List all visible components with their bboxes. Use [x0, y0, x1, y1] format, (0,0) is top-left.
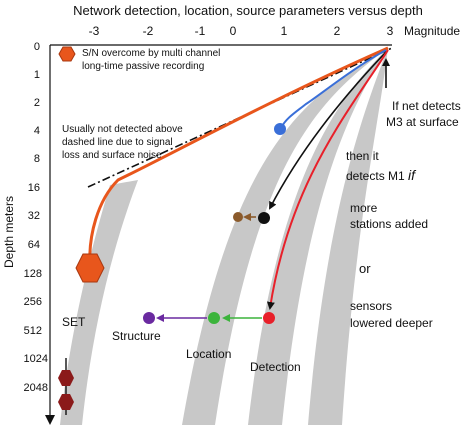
green-point — [208, 312, 220, 324]
detection-band — [308, 48, 388, 425]
orange-hexagon-marker — [75, 253, 105, 283]
x-tick-label: 1 — [281, 24, 288, 38]
blue-point — [274, 123, 286, 135]
y-tick-label: 512 — [24, 325, 42, 337]
brown-point — [233, 212, 243, 222]
note-not-detected-2: dashed line due to signal — [62, 137, 173, 148]
detection-label: Detection — [250, 360, 301, 374]
x-tick-label: 3 — [387, 24, 394, 38]
purple-point — [143, 312, 155, 324]
y-tick-label: 2048 — [24, 382, 48, 394]
y-axis-label: Depth meters — [2, 196, 16, 268]
x-tick-label: -2 — [143, 24, 154, 38]
blue-curve — [280, 49, 387, 129]
orange-detection-curve — [88, 46, 389, 269]
note-then-if: if — [408, 167, 417, 183]
legend-line-2: long-time passive recording — [82, 61, 204, 72]
y-tick-label: 128 — [24, 268, 42, 280]
y-tick-label: 64 — [28, 239, 40, 251]
note-or: or — [359, 261, 371, 276]
black-point — [258, 212, 270, 224]
note-sensors-1: sensors — [350, 299, 392, 313]
x-tick-labels: -3 -2 -1 0 1 2 3 — [89, 24, 394, 38]
structure-band — [182, 48, 388, 425]
y-tick-label: 16 — [28, 182, 40, 194]
location-band — [248, 48, 388, 425]
note-more-1: more — [350, 201, 378, 215]
x-tick-label: -1 — [195, 24, 206, 38]
note-if-net-1: If net detects — [392, 99, 461, 113]
bands — [60, 48, 388, 425]
y-tick-label: 4 — [34, 125, 40, 137]
structure-label: Structure — [112, 329, 161, 343]
note-if-net-2: M3 at surface — [386, 115, 459, 129]
y-axis-arrow — [45, 415, 55, 425]
y-tick-label: 1024 — [24, 353, 48, 365]
note-then-2-text: detects M1 — [346, 169, 408, 183]
note-not-detected-3: loss and surface noise — [62, 150, 162, 161]
x-axis-label: Magnitude — [404, 24, 460, 38]
y-tick-label: 1 — [34, 69, 40, 81]
y-tick-labels: 0 1 2 4 8 16 32 64 128 256 512 1024 2048 — [24, 41, 48, 394]
y-tick-label: 8 — [34, 153, 40, 165]
set-label: SET — [62, 315, 86, 329]
note-not-detected-1: Usually not detected above — [62, 124, 183, 135]
y-tick-label: 0 — [34, 41, 40, 53]
note-then-2: detects M1 if — [346, 167, 417, 183]
x-tick-label: -3 — [89, 24, 100, 38]
black-curve — [269, 51, 387, 210]
y-tick-label: 32 — [28, 210, 40, 222]
x-tick-label: 2 — [334, 24, 341, 38]
red-point — [263, 312, 275, 324]
legend-hexagon-icon — [58, 46, 76, 62]
location-label: Location — [186, 347, 231, 361]
note-sensors-2: lowered deeper — [350, 316, 433, 330]
legend-line-1: S/N overcome by multi channel — [82, 48, 220, 59]
set-band — [60, 180, 138, 425]
y-tick-label: 2 — [34, 97, 40, 109]
note-more-2: stations added — [350, 217, 428, 231]
x-tick-label: 0 — [230, 24, 237, 38]
red-curve — [266, 49, 389, 310]
set-marker-upper — [58, 370, 74, 386]
set-marker-lower — [58, 394, 74, 410]
note-then-1: then it — [346, 149, 379, 163]
diagram-title: Network detection, location, source para… — [73, 3, 423, 18]
y-tick-label: 256 — [24, 296, 42, 308]
